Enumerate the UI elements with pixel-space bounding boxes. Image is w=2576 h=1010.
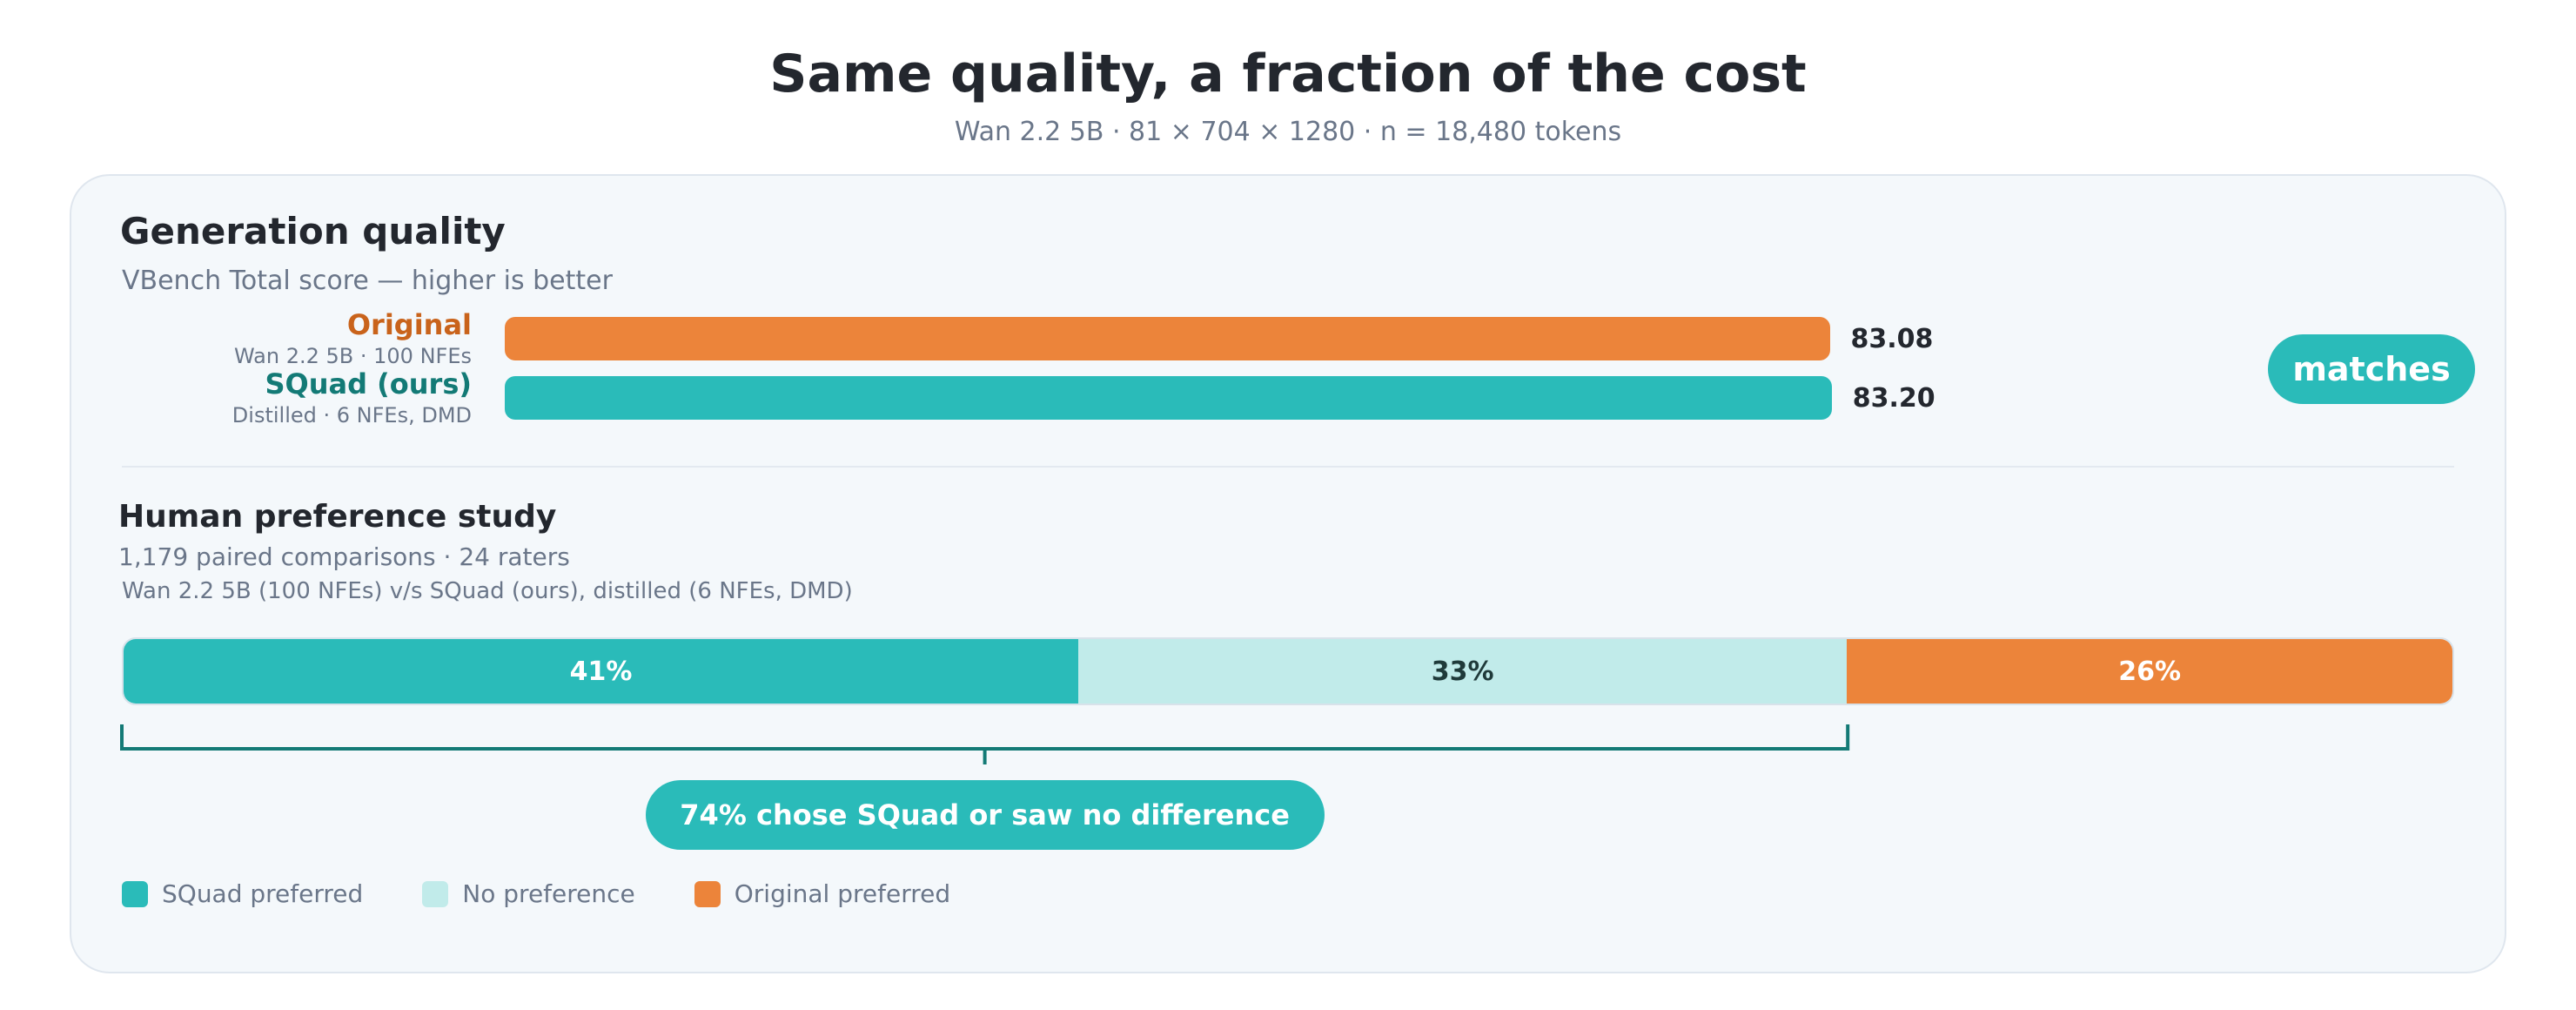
- preference-title: Human preference study: [118, 499, 557, 535]
- bar-value-original: 83.08: [1850, 324, 1934, 354]
- bar-original: [505, 317, 1830, 360]
- page-title: Same quality, a fraction of the cost: [769, 44, 1807, 104]
- legend-label: Original preferred: [734, 879, 951, 908]
- legend-label: No preference: [462, 879, 635, 908]
- page-subtitle: Wan 2.2 5B · 81 × 704 × 1280 · n = 18,48…: [954, 117, 1622, 147]
- bar-sublabel-original: Wan 2.2 5B · 100 NFEs: [233, 344, 472, 368]
- legend-swatch: [422, 880, 449, 907]
- legend-item: No preference: [422, 879, 635, 908]
- preference-callout: 74% chose SQuad or saw no difference: [645, 780, 1325, 850]
- bar-value-squad: 83.20: [1852, 383, 1935, 414]
- segment-original-preferred: 26%: [1847, 639, 2452, 704]
- legend-swatch: [122, 880, 148, 907]
- preference-stacked-bar: 41% 33% 26%: [122, 637, 2454, 705]
- quality-subtitle: VBench Total score — higher is better: [122, 266, 613, 296]
- bar-label-original: Original: [346, 308, 472, 341]
- quality-title: Generation quality: [120, 210, 506, 252]
- legend-label: SQuad preferred: [162, 879, 364, 908]
- matches-badge: matches: [2268, 334, 2475, 404]
- bar-label-squad: SQuad (ours): [265, 367, 472, 401]
- bar-sublabel-squad: Distilled · 6 NFEs, DMD: [231, 403, 472, 428]
- legend-swatch: [694, 880, 721, 907]
- legend-item: SQuad preferred: [122, 879, 363, 908]
- bracket-line: [120, 724, 1850, 764]
- section-divider: [122, 466, 2454, 468]
- legend-item: Original preferred: [694, 879, 950, 908]
- bar-squad: [505, 376, 1832, 420]
- segment-no-preference: 33%: [1078, 639, 1848, 704]
- preference-meta: 1,179 paired comparisons · 24 raters: [118, 542, 570, 571]
- segment-squad-preferred: 41%: [124, 639, 1079, 704]
- preference-comparison: Wan 2.2 5B (100 NFEs) v/s SQuad (ours), …: [122, 578, 853, 604]
- legend: SQuad preferred No preference Original pre…: [122, 879, 950, 908]
